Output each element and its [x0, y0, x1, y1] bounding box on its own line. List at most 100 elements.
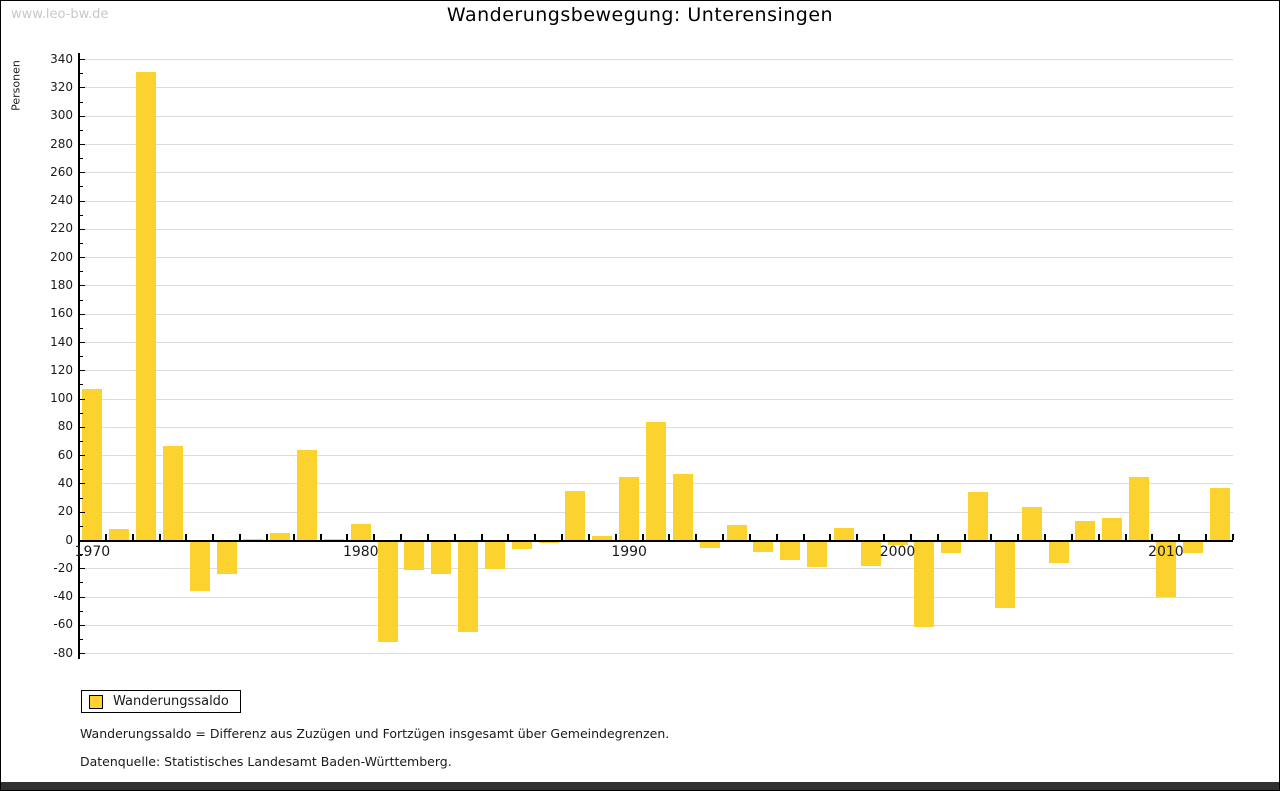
x-axis-tick [883, 533, 886, 540]
chart-title: Wanderungsbewegung: Unterensingen [446, 4, 834, 26]
x-axis-label: 1990 [611, 544, 647, 560]
y-axis-label: 20 [57, 504, 73, 519]
gridline [79, 228, 1233, 230]
gridline [79, 87, 1233, 89]
gridline [79, 342, 1233, 343]
legend-color-swatch [89, 695, 103, 709]
y-axis-minor-tick [79, 582, 83, 584]
x-axis-tick [722, 533, 725, 540]
y-axis-label: 200 [50, 249, 73, 264]
bar-1992 [672, 474, 693, 541]
bar-2002 [941, 540, 962, 554]
x-axis-tick [534, 533, 537, 540]
y-axis-minor-tick [79, 299, 83, 301]
x-axis-tick [1097, 533, 1100, 540]
y-axis-minor-tick [79, 384, 83, 386]
x-axis-tick [265, 533, 268, 540]
x-axis-tick [936, 533, 939, 540]
x-axis-tick [1017, 533, 1020, 540]
y-axis-tick [79, 200, 85, 202]
y-axis-tick [79, 313, 85, 315]
y-axis-tick [79, 455, 85, 457]
bar-1993 [699, 540, 720, 548]
y-axis-minor-tick [79, 441, 83, 442]
x-axis-tick [963, 533, 966, 540]
x-axis-tick [641, 533, 644, 540]
bar-2004 [994, 540, 1015, 609]
gridline [79, 568, 1233, 570]
y-axis-tick [79, 568, 85, 570]
x-axis-tick [400, 533, 403, 540]
bar-1980 [350, 523, 371, 541]
x-axis-tick [1151, 533, 1154, 540]
x-axis-tick [802, 533, 805, 540]
x-axis-tick [480, 533, 483, 540]
bar-1990 [619, 476, 640, 541]
y-axis-minor-tick [79, 554, 83, 556]
y-axis-label: -20 [53, 560, 73, 575]
x-axis-tick [829, 533, 832, 540]
y-axis-label: 40 [57, 475, 73, 490]
watermark-text: www.leo-bw.de [11, 7, 109, 22]
bar-1991 [646, 421, 666, 541]
bar-1977 [270, 533, 291, 541]
y-axis-label: 180 [50, 277, 73, 292]
y-axis-label: 220 [50, 221, 73, 236]
y-axis-tick [79, 228, 85, 230]
bar-1986 [511, 540, 532, 549]
y-axis-minor-tick [79, 158, 83, 160]
y-axis-tick [79, 342, 85, 343]
y-axis-label: 160 [50, 306, 73, 321]
x-axis-line [77, 539, 1233, 542]
bar-1975 [216, 540, 237, 575]
gridline [79, 115, 1233, 117]
legend-label: Wanderungssaldo [113, 694, 229, 709]
y-axis-label: 140 [50, 334, 73, 349]
bar-2010 [1155, 540, 1176, 598]
x-axis-tick [775, 533, 778, 540]
bar-2001 [914, 540, 935, 627]
y-axis-tick [79, 653, 85, 655]
y-axis-tick [79, 87, 85, 89]
gridline [79, 596, 1233, 598]
y-axis-minor-tick [79, 525, 83, 527]
x-axis-tick [319, 533, 322, 540]
x-axis-tick [346, 533, 349, 540]
bar-1982 [404, 540, 425, 571]
y-axis-tick [79, 370, 85, 372]
x-axis-tick [856, 533, 859, 540]
legend-box: Wanderungssaldo [81, 690, 241, 713]
y-axis-minor-tick [79, 356, 83, 358]
bar-2007 [1075, 520, 1096, 541]
bar-1988 [565, 491, 586, 541]
bar-1999 [860, 540, 881, 566]
x-axis-label: 2010 [1148, 544, 1184, 560]
y-axis-tick [79, 624, 85, 626]
bar-1996 [780, 540, 801, 561]
x-axis-tick [453, 533, 456, 540]
y-axis-tick [79, 144, 85, 145]
x-axis-tick [1044, 533, 1047, 540]
y-axis-tick [79, 257, 85, 259]
bar-1971 [109, 529, 130, 541]
x-axis-tick [239, 533, 242, 540]
y-axis-minor-tick [79, 610, 83, 612]
bar-1989 [592, 536, 613, 541]
gridline [79, 200, 1233, 202]
bar-2008 [1102, 517, 1123, 541]
y-axis-minor-tick [79, 243, 83, 244]
x-axis-tick [131, 533, 134, 540]
x-axis-tick [373, 533, 376, 540]
bar-1994 [726, 524, 747, 541]
bar-1985 [484, 540, 505, 569]
bar-2011 [1182, 540, 1203, 554]
x-axis-tick [1205, 533, 1208, 540]
y-axis-minor-tick [79, 327, 83, 329]
x-axis-tick [561, 533, 564, 540]
y-axis-label: 340 [50, 51, 73, 66]
y-axis-minor-tick [79, 214, 83, 216]
y-axis-tick [79, 59, 85, 61]
y-axis-label: 280 [50, 136, 73, 151]
bar-1972 [136, 72, 157, 541]
